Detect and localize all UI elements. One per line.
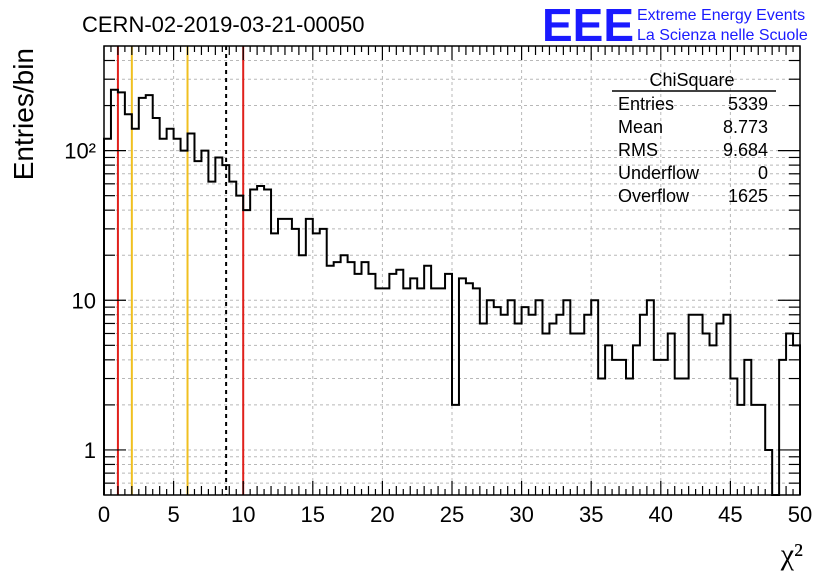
x-tick-label: 20: [370, 502, 394, 527]
y-axis-label: Entries/bin: [8, 48, 39, 180]
stats-row-value: 8.773: [723, 117, 768, 137]
stats-title: ChiSquare: [649, 70, 734, 90]
eee-logo: EEE Extreme Energy Events La Scienza nel…: [542, 0, 808, 51]
stats-row-label: Overflow: [618, 186, 690, 206]
stats-box: ChiSquare Entries 5339 Mean 8.773 RMS 9.684 Un…: [612, 70, 776, 206]
y-tick-label: 1: [84, 438, 96, 463]
stats-row-value: 5339: [728, 94, 768, 114]
stats-row-label: RMS: [618, 140, 658, 160]
y-tick-label: 10²: [64, 139, 96, 164]
x-tick-label: 10: [231, 502, 255, 527]
x-tick-label: 45: [718, 502, 742, 527]
chart-title: CERN-02-2019-03-21-00050: [82, 12, 365, 37]
stats-row-label: Underflow: [618, 163, 700, 183]
x-tick-label: 25: [440, 502, 464, 527]
histogram-step-line: [103, 88, 801, 496]
x-tick-label: 15: [301, 502, 325, 527]
stats-row-label: Entries: [618, 94, 674, 114]
axis-ticks: [103, 46, 801, 495]
stats-row-value: 0: [758, 163, 768, 183]
grid-lines: [104, 46, 800, 495]
logo-subtitle-line2: La Scienza nelle Scuole: [637, 27, 808, 44]
x-tick-label: 30: [509, 502, 533, 527]
stats-row-value: 9.684: [723, 140, 768, 160]
stats-rows: Entries 5339 Mean 8.773 RMS 9.684 Underflow 0 Ov…: [618, 94, 768, 206]
x-tick-label: 0: [98, 502, 110, 527]
logo-subtitle-line1: Extreme Energy Events: [637, 7, 805, 24]
x-tick-label: 40: [649, 502, 673, 527]
x-tick-label: 50: [788, 502, 812, 527]
stats-row-value: 1625: [728, 186, 768, 206]
x-axis-label: χ²: [780, 538, 803, 571]
x-tick-label: 35: [579, 502, 603, 527]
x-tick-label: 5: [167, 502, 179, 527]
eee-logo-letters: EEE: [542, 0, 634, 51]
stats-row-label: Mean: [618, 117, 663, 137]
y-tick-label: 10: [72, 288, 96, 313]
reference-lines: [116, 46, 245, 495]
